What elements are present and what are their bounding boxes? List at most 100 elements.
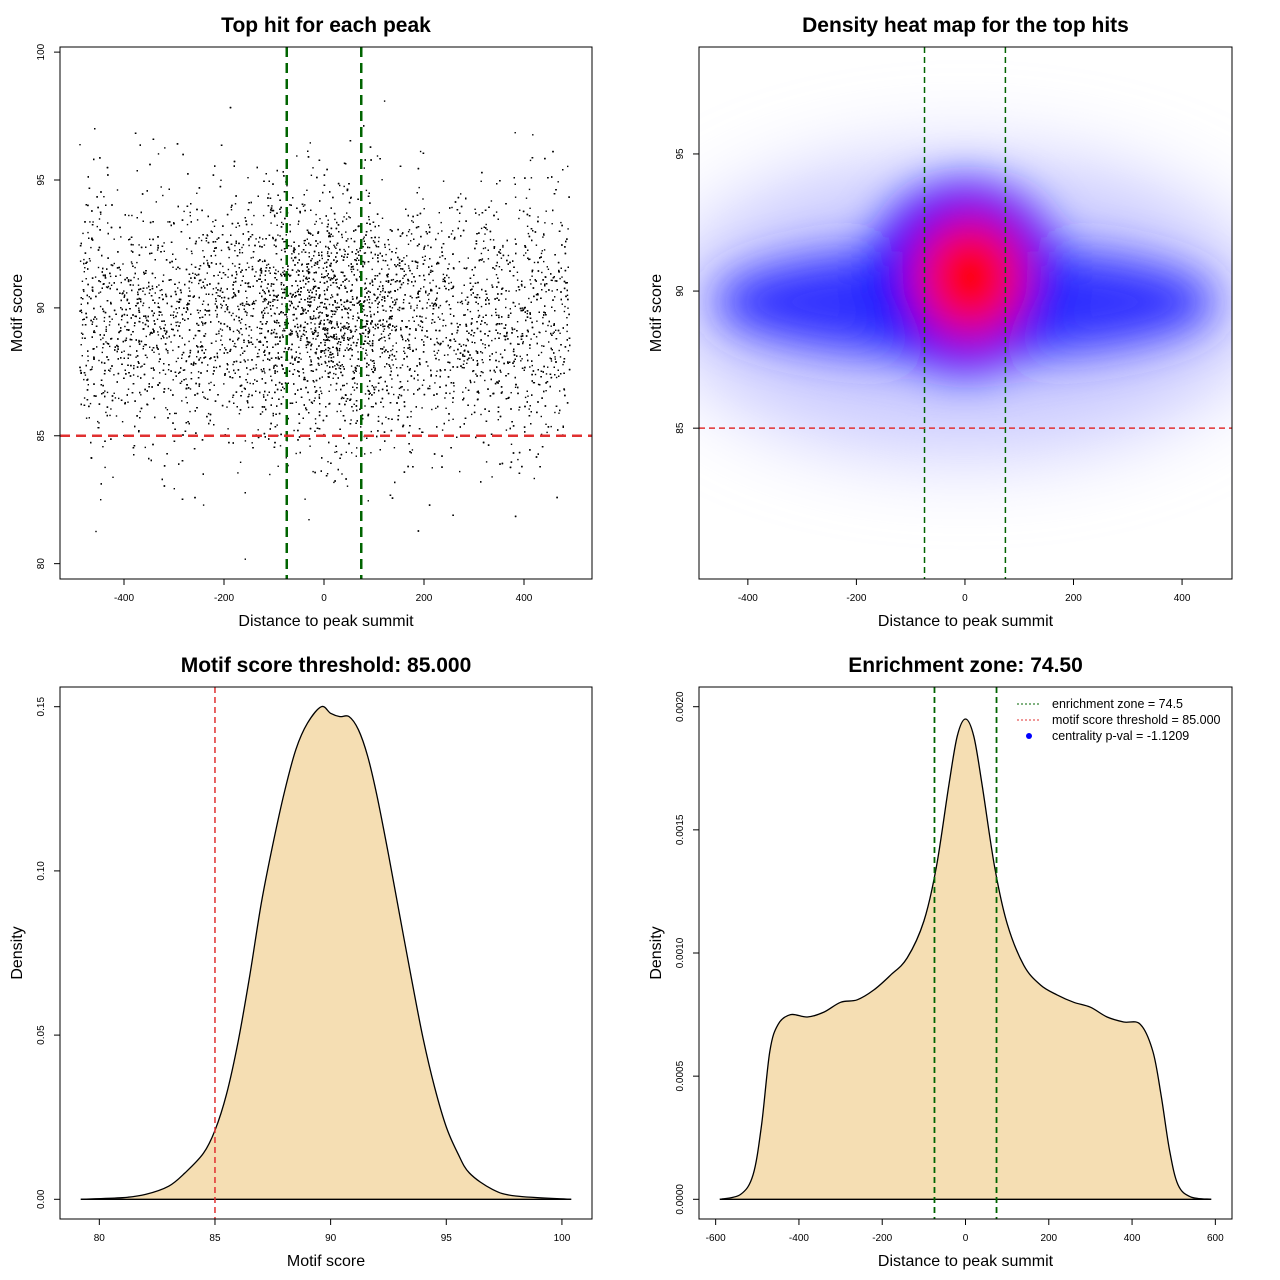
data-point [219, 349, 221, 351]
data-point [95, 318, 98, 320]
data-point [120, 319, 123, 321]
data-point [178, 372, 180, 374]
data-point [395, 351, 398, 353]
data-point [467, 257, 469, 259]
data-point [266, 394, 269, 396]
data-point [139, 410, 141, 413]
data-point [541, 250, 543, 252]
data-point [262, 309, 265, 312]
data-point [472, 285, 474, 288]
data-point [408, 267, 410, 269]
data-point [291, 253, 293, 255]
data-point [87, 355, 89, 357]
data-point [261, 411, 264, 413]
data-point [255, 238, 257, 240]
data-point [319, 305, 321, 308]
data-point [318, 396, 320, 398]
data-point [372, 257, 374, 259]
data-point [377, 240, 380, 243]
data-point [105, 328, 107, 331]
data-point [308, 519, 310, 521]
data-point [465, 268, 467, 270]
data-point [458, 220, 461, 223]
data-point [409, 348, 411, 350]
data-point [516, 321, 519, 323]
data-point [289, 370, 291, 372]
data-point [264, 372, 266, 374]
data-point [472, 370, 474, 373]
data-point [311, 331, 313, 333]
data-point [368, 306, 371, 308]
data-point [126, 292, 128, 294]
data-point [547, 324, 549, 327]
data-point [112, 476, 114, 478]
data-point [286, 185, 288, 187]
data-point [486, 323, 488, 326]
data-point [323, 290, 326, 292]
data-point [335, 346, 338, 349]
data-point [90, 246, 92, 249]
data-point [528, 297, 530, 300]
data-point [201, 321, 203, 323]
data-point [401, 364, 404, 366]
data-point [373, 334, 375, 336]
data-point [173, 311, 175, 313]
data-point [455, 353, 457, 355]
data-point [220, 249, 223, 252]
data-point [163, 242, 165, 244]
data-point [412, 316, 414, 319]
data-point [98, 292, 100, 294]
data-point [260, 332, 263, 334]
data-point [296, 284, 299, 287]
data-point [364, 340, 366, 342]
data-point [308, 301, 311, 303]
data-point [191, 252, 193, 255]
data-point [436, 337, 438, 340]
data-point [374, 328, 376, 330]
data-point [428, 293, 430, 295]
data-point [551, 290, 553, 292]
data-point [164, 147, 166, 149]
data-point [410, 307, 412, 309]
data-point [450, 233, 453, 235]
data-point [370, 229, 372, 232]
data-point [208, 314, 211, 316]
data-point [346, 299, 348, 301]
data-point [255, 367, 258, 369]
data-point [151, 285, 154, 287]
data-point [354, 369, 356, 371]
data-point [384, 340, 386, 342]
data-point [421, 407, 423, 409]
data-point [163, 250, 165, 252]
data-point [310, 174, 313, 176]
data-point [206, 272, 208, 274]
data-point [133, 365, 135, 367]
data-point [515, 290, 517, 292]
data-point [514, 196, 517, 198]
data-point [346, 212, 348, 214]
data-point [369, 306, 372, 309]
data-point [357, 351, 359, 353]
data-point [277, 270, 279, 273]
data-point [484, 347, 486, 349]
data-point [295, 356, 298, 358]
data-point [327, 246, 329, 248]
data-point [480, 413, 482, 416]
data-point [250, 257, 252, 259]
data-point [368, 302, 370, 304]
data-point [371, 279, 373, 281]
data-point [521, 358, 523, 360]
data-point [353, 403, 355, 405]
data-point [282, 267, 284, 269]
data-point [272, 415, 274, 417]
data-point [88, 417, 90, 419]
data-point [296, 155, 298, 157]
data-point [543, 249, 546, 251]
data-point [309, 445, 311, 447]
data-point [288, 300, 291, 302]
data-point [482, 247, 485, 250]
data-point [542, 236, 544, 238]
data-point [323, 339, 325, 341]
data-point [99, 305, 102, 308]
data-point [381, 217, 384, 219]
